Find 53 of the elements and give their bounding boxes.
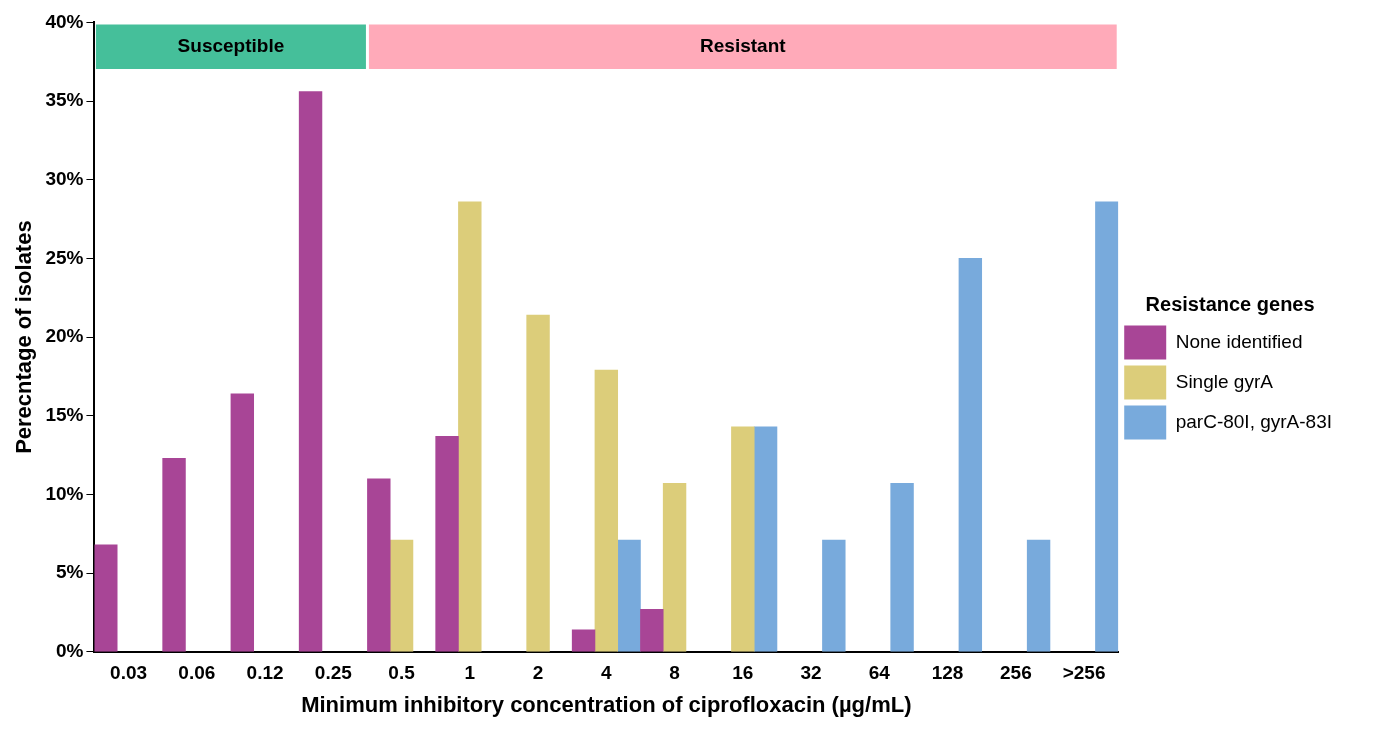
- bar: [890, 483, 914, 652]
- x-tick-label: 256: [999, 662, 1032, 684]
- x-tick-label: 0.25: [314, 662, 353, 684]
- y-tick-label: 10%: [45, 482, 84, 504]
- x-tick-label: 128: [931, 662, 964, 684]
- bar: [526, 314, 550, 652]
- legend-label: Single gyrA: [1175, 370, 1274, 392]
- bar: [640, 608, 664, 652]
- y-tick-label: 20%: [45, 325, 84, 347]
- y-axis-title: Perecntage of isolates: [11, 220, 37, 454]
- bar: [731, 426, 755, 652]
- x-tick-label: 0.03: [110, 662, 148, 684]
- bar: [753, 426, 778, 652]
- x-axis-title: Minimum inhibitory concentration of ciprofloxacin (µg/mL): [301, 691, 912, 717]
- y-tick-label: 15%: [45, 404, 84, 426]
- y-tick-label: 30%: [45, 167, 84, 189]
- y-tick-label: 40%: [45, 10, 84, 32]
- legend-label: parC-80I, gyrA-83I: [1175, 410, 1333, 432]
- bar: [94, 544, 118, 652]
- x-tick-label: 32: [800, 662, 822, 684]
- x-tick-label: 1: [464, 662, 476, 684]
- bar: [367, 478, 391, 652]
- bar: [298, 91, 323, 652]
- x-tick-label: 2: [532, 662, 544, 684]
- x-tick-label: 16: [732, 662, 754, 684]
- bar: [594, 369, 619, 652]
- y-tick-label: 0%: [55, 640, 84, 662]
- bar: [230, 393, 255, 652]
- bar: [1095, 201, 1119, 652]
- bar: [662, 483, 687, 652]
- y-tick-label: 5%: [55, 561, 84, 583]
- x-tick-label: 4: [601, 662, 613, 684]
- bar: [822, 539, 846, 652]
- x-tick-label: 8: [669, 662, 680, 684]
- legend-label: None identified: [1175, 330, 1303, 352]
- x-tick-label: >256: [1062, 662, 1106, 684]
- bar: [617, 539, 641, 652]
- x-tick-label: 0.5: [388, 662, 416, 684]
- band-label: Resistant: [700, 34, 787, 56]
- bar: [389, 539, 414, 652]
- bar: [958, 258, 983, 652]
- bar: [571, 629, 596, 652]
- x-tick-label: 64: [868, 662, 891, 684]
- y-tick-label: 25%: [45, 246, 84, 268]
- band-label: Susceptible: [177, 34, 285, 56]
- bar: [1026, 539, 1051, 652]
- legend-title: Resistance genes: [1145, 293, 1315, 316]
- bar: [435, 435, 459, 652]
- bar: [162, 457, 186, 652]
- x-tick-label: 0.06: [178, 662, 216, 684]
- y-tick-label: 35%: [45, 89, 84, 111]
- bar: [458, 201, 482, 652]
- x-tick-label: 0.12: [246, 662, 284, 684]
